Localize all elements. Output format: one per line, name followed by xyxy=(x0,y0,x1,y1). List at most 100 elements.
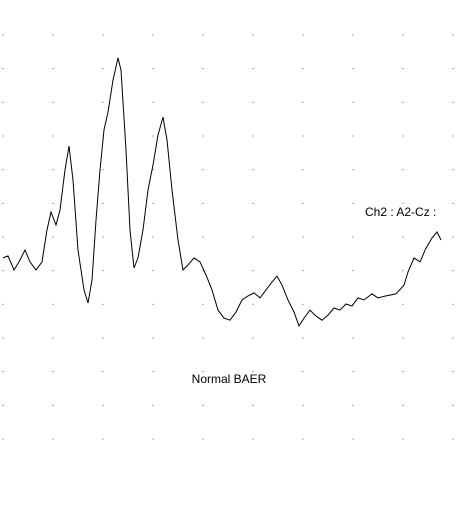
channel-label: Ch2 : A2-Cz : xyxy=(365,205,436,219)
grid-dot xyxy=(2,101,4,103)
grid-dot xyxy=(2,404,4,406)
grid-dot xyxy=(152,34,154,36)
grid-dot xyxy=(2,303,4,305)
grid-dot xyxy=(302,270,304,272)
grid-dot xyxy=(102,270,104,272)
grid-dot xyxy=(2,371,4,373)
grid-dot xyxy=(52,438,54,440)
grid-dot xyxy=(352,371,354,373)
grid-dot xyxy=(152,337,154,339)
grid-dot xyxy=(202,236,204,238)
grid-dot xyxy=(152,303,154,305)
grid-dot xyxy=(302,202,304,204)
grid-dot xyxy=(52,169,54,171)
grid-dot xyxy=(152,438,154,440)
grid-dot xyxy=(402,438,404,440)
grid-dot xyxy=(152,135,154,137)
grid-dot xyxy=(352,404,354,406)
grid-dot xyxy=(352,438,354,440)
grid-dot xyxy=(2,135,4,137)
grid-dot xyxy=(352,101,354,103)
grid-dot xyxy=(102,337,104,339)
grid-dot xyxy=(52,34,54,36)
grid-dot xyxy=(302,337,304,339)
grid-dot xyxy=(252,202,254,204)
grid-dot xyxy=(452,202,454,204)
grid-dot xyxy=(352,202,354,204)
grid-dot xyxy=(202,404,204,406)
grid-dot xyxy=(402,169,404,171)
grid-dot xyxy=(152,404,154,406)
grid-dot xyxy=(452,371,454,373)
grid-dot xyxy=(452,101,454,103)
grid-dot xyxy=(202,270,204,272)
grid-dot xyxy=(252,404,254,406)
grid-dot xyxy=(452,337,454,339)
grid-dot xyxy=(2,68,4,70)
grid-dot xyxy=(52,202,54,204)
waveform xyxy=(2,57,442,328)
grid-dot xyxy=(452,34,454,36)
grid-dot xyxy=(102,34,104,36)
grid-dot xyxy=(202,371,204,373)
grid-dot xyxy=(2,202,4,204)
grid-dot xyxy=(2,34,4,36)
grid-dot xyxy=(252,438,254,440)
grid-dot xyxy=(102,438,104,440)
grid-dot xyxy=(2,169,4,171)
grid-dot xyxy=(302,135,304,137)
chart-title: Normal BAER xyxy=(192,372,267,386)
grid-dot xyxy=(452,169,454,171)
grid-dot xyxy=(152,270,154,272)
grid-dot xyxy=(252,135,254,137)
grid-dot xyxy=(152,236,154,238)
grid-dot xyxy=(102,101,104,103)
grid-dot xyxy=(252,236,254,238)
grid-dot xyxy=(102,303,104,305)
grid-dot xyxy=(202,169,204,171)
grid-dot xyxy=(2,270,4,272)
grid-dot xyxy=(452,438,454,440)
grid-dot xyxy=(102,371,104,373)
grid-dot xyxy=(302,236,304,238)
grid-dot xyxy=(202,438,204,440)
grid-dot xyxy=(2,438,4,440)
grid-dot xyxy=(52,68,54,70)
grid-dot xyxy=(352,68,354,70)
grid-dot xyxy=(252,337,254,339)
grid-dot xyxy=(402,202,404,204)
grid-dot xyxy=(452,303,454,305)
grid-dot xyxy=(252,101,254,103)
grid-dot xyxy=(202,101,204,103)
grid-dot xyxy=(452,236,454,238)
grid-dot xyxy=(52,337,54,339)
grid-dot xyxy=(2,236,4,238)
grid-dot xyxy=(202,337,204,339)
grid-dot xyxy=(352,337,354,339)
grid-dot xyxy=(52,270,54,272)
grid-dot xyxy=(302,438,304,440)
grid-dot xyxy=(152,169,154,171)
grid-dot xyxy=(402,34,404,36)
grid-dot xyxy=(152,68,154,70)
grid-dot xyxy=(252,34,254,36)
grid-dot xyxy=(102,404,104,406)
grid-dot xyxy=(202,303,204,305)
grid-dot xyxy=(252,68,254,70)
grid-dot xyxy=(2,337,4,339)
grid-dot xyxy=(402,68,404,70)
grid-dot xyxy=(402,270,404,272)
grid-dot xyxy=(252,169,254,171)
grid-dot xyxy=(302,68,304,70)
grid-dot xyxy=(302,371,304,373)
grid-dot xyxy=(202,34,204,36)
grid-dot xyxy=(52,371,54,373)
grid-dot xyxy=(102,68,104,70)
grid-dot xyxy=(452,270,454,272)
grid-dot xyxy=(452,135,454,137)
grid-dot xyxy=(402,236,404,238)
grid-dot xyxy=(352,34,354,36)
grid-dot xyxy=(352,270,354,272)
grid-dot xyxy=(52,135,54,137)
grid-dot xyxy=(302,303,304,305)
